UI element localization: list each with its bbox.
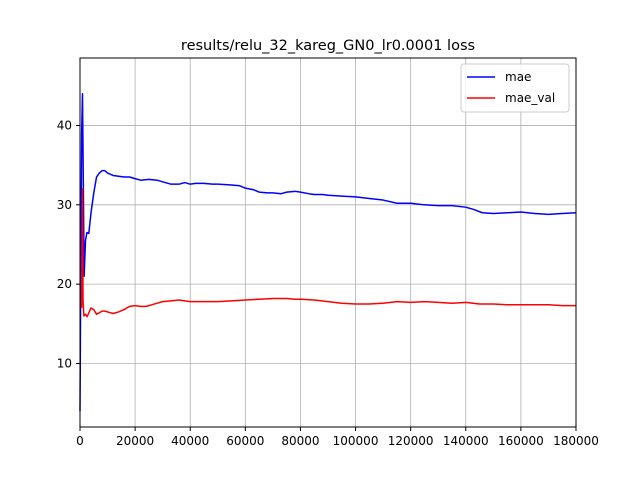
y-tick-label: 40 bbox=[57, 118, 72, 132]
x-tick-label: 20000 bbox=[116, 434, 154, 448]
x-tick-label: 120000 bbox=[388, 434, 434, 448]
legend: mae mae_val bbox=[460, 63, 570, 113]
x-tick-label: 100000 bbox=[333, 434, 379, 448]
legend-box bbox=[460, 63, 570, 113]
legend-label-mae: mae bbox=[505, 70, 531, 84]
x-tick-label: 60000 bbox=[226, 434, 264, 448]
y-tick-label: 30 bbox=[57, 198, 72, 212]
legend-label-mae-val: mae_val bbox=[505, 91, 555, 105]
series-line-mae-val bbox=[80, 188, 576, 318]
axis-ticks: 0 20000 40000 60000 80000 100000 120000 140000 1… bbox=[57, 118, 599, 448]
x-tick-label: 140000 bbox=[443, 434, 489, 448]
x-tick-label: 40000 bbox=[171, 434, 209, 448]
x-tick-label: 80000 bbox=[281, 434, 319, 448]
x-tick-label: 180000 bbox=[553, 434, 599, 448]
plot-area-frame bbox=[79, 57, 577, 428]
y-tick-label: 10 bbox=[57, 357, 72, 371]
series-line-mae bbox=[79, 92, 577, 412]
chart-title: results/relu_32_kareg_GN0_lr0.0001 loss bbox=[181, 38, 475, 54]
y-tick-label: 20 bbox=[57, 277, 72, 291]
series-lines bbox=[79, 92, 577, 412]
x-tick-label: 0 bbox=[76, 434, 84, 448]
x-tick-label: 160000 bbox=[498, 434, 544, 448]
